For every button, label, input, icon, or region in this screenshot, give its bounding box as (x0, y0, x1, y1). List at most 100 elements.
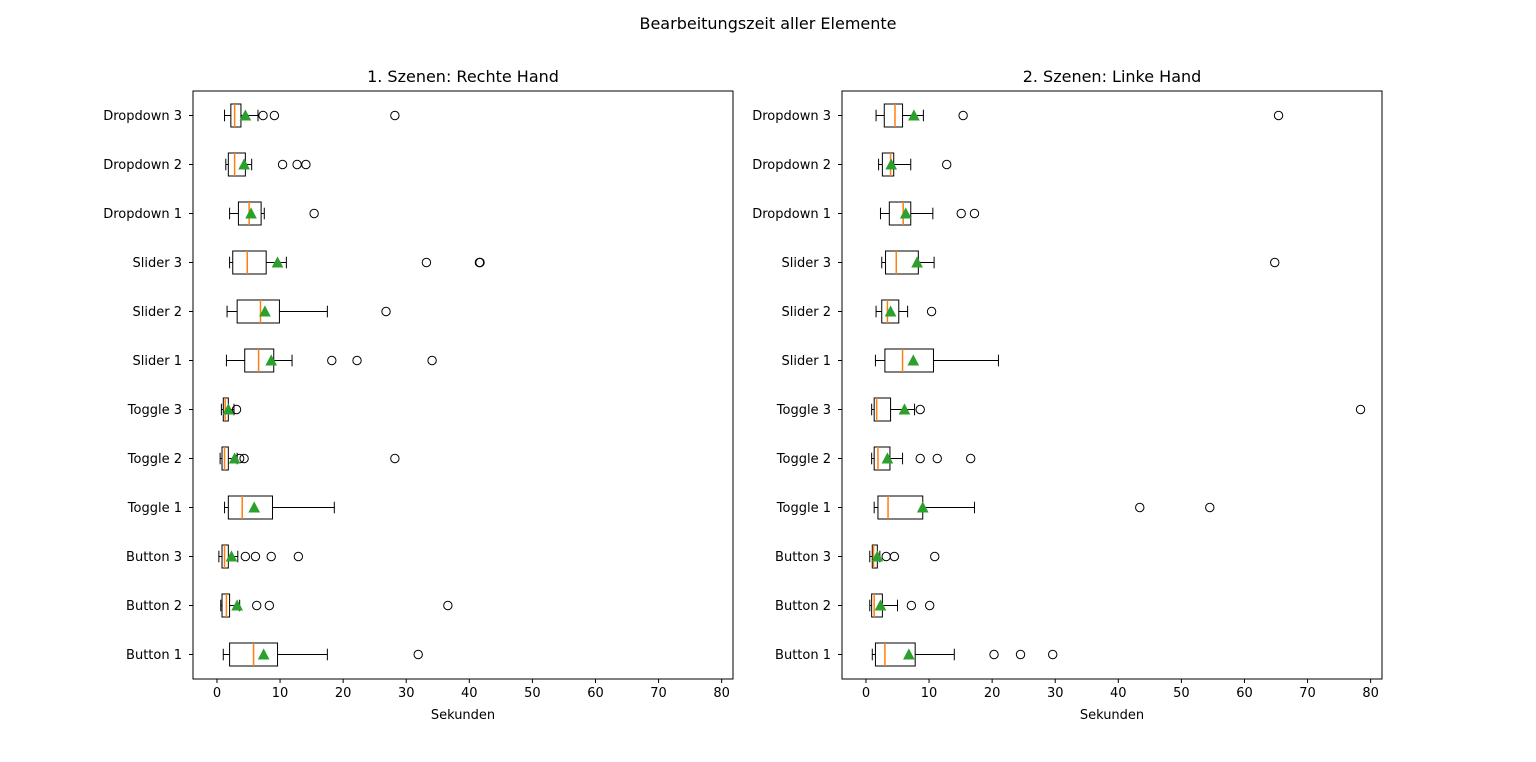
outlier-point (301, 159, 311, 170)
outlier-point (231, 404, 242, 415)
y-tick-label-dropdown-2: Dropdown 2 (752, 158, 831, 173)
y-tick-label-dropdown-3: Dropdown 3 (103, 109, 182, 124)
outlier-point (1135, 502, 1145, 513)
outlier-point (309, 208, 319, 219)
outlier-point (264, 600, 275, 611)
boxplot-toggle-3 (871, 397, 1366, 422)
mean-marker (874, 599, 887, 611)
x-tick-label: 0 (213, 686, 221, 701)
outlier-point (958, 110, 968, 121)
mean-marker (911, 256, 923, 268)
outlier-point (965, 453, 976, 464)
boxplot-toggle-2 (219, 446, 400, 471)
boxplot-dropdown-3 (875, 103, 1284, 128)
boxplot-dropdown-3 (224, 103, 400, 128)
x-tick-label: 80 (713, 686, 730, 701)
x-tick-label: 20 (984, 686, 1001, 701)
y-tick-label-dropdown-2: Dropdown 2 (103, 158, 182, 173)
x-tick-label: 50 (1173, 686, 1190, 701)
y-tick-label-slider-2: Slider 2 (133, 305, 182, 320)
mean-marker (265, 354, 278, 366)
box-iqr (881, 299, 900, 324)
outlier-point (932, 453, 942, 464)
boxplot-dropdown-1 (229, 201, 319, 226)
box-iqr (232, 250, 267, 275)
x-axis-label: Sekunden (1080, 708, 1144, 723)
y-tick-label-dropdown-3: Dropdown 3 (752, 109, 831, 124)
boxplot-toggle-1 (873, 495, 1215, 520)
x-tick-label: 30 (1047, 686, 1064, 701)
outlier-point (930, 551, 940, 562)
y-tick-label-slider-3: Slider 3 (782, 256, 831, 271)
y-tick-label-toggle-1: Toggle 1 (127, 501, 182, 516)
outlier-point (989, 649, 999, 660)
boxplot-slider-3 (229, 250, 485, 275)
outlier-point (293, 551, 304, 562)
outlier-point (956, 208, 966, 219)
y-tick-label-toggle-3: Toggle 3 (127, 403, 182, 418)
outlier-point (252, 600, 262, 611)
y-tick-label-button-2: Button 2 (775, 599, 831, 614)
boxplot-toggle-3 (220, 397, 242, 422)
mean-marker (903, 648, 915, 660)
chart-title: 1. Szenen: Rechte Hand (367, 67, 559, 86)
boxplot-toggle-2 (871, 446, 976, 471)
outlier-point (889, 551, 900, 562)
box-iqr (227, 495, 273, 520)
x-tick-label: 40 (1110, 686, 1127, 701)
outlier-point (924, 600, 935, 611)
mean-marker (245, 207, 257, 219)
mean-marker (259, 305, 271, 317)
boxplot-button-2 (869, 593, 935, 618)
y-tick-label-button-3: Button 3 (775, 550, 831, 565)
axes-frame (841, 90, 1383, 680)
outlier-point (926, 306, 937, 317)
box-iqr (888, 201, 912, 226)
outlier-point (266, 551, 276, 562)
boxplot-button-1 (222, 642, 423, 667)
mean-marker (248, 501, 261, 513)
boxplot-button-3 (218, 544, 304, 569)
boxplot-slider-2 (226, 299, 391, 324)
outlier-point (1355, 404, 1366, 415)
y-tick-label-button-3: Button 3 (126, 550, 182, 565)
x-tick-label: 40 (461, 686, 478, 701)
y-tick-label-button-1: Button 1 (126, 648, 182, 663)
outlier-point (269, 110, 280, 121)
boxplot-slider-1 (874, 348, 999, 373)
boxplot-button-3 (869, 544, 940, 569)
outlier-point (915, 453, 925, 464)
outlier-point (277, 159, 288, 170)
panel-right: 2. Szenen: Linke Hand 0 10 20 30 40 50 60 70 80 Se… (752, 67, 1383, 723)
mean-marker (884, 305, 897, 317)
outlier-point (427, 355, 437, 366)
mean-marker (222, 403, 235, 415)
outlier-point (390, 453, 400, 464)
outlier-point (969, 208, 980, 219)
outlier-point (327, 355, 337, 366)
box-iqr (874, 642, 916, 667)
outlier-point (915, 404, 925, 415)
outlier-point (942, 159, 952, 170)
outlier-point (1270, 257, 1280, 268)
chart-title: 2. Szenen: Linke Hand (1023, 67, 1202, 86)
mean-marker (885, 158, 898, 170)
boxplot-dropdown-2 (878, 152, 952, 177)
mean-marker (271, 256, 284, 268)
outlier-point (258, 110, 268, 121)
mean-marker (908, 109, 920, 121)
boxplot-toggle-1 (224, 495, 335, 520)
outlier-point (421, 257, 432, 268)
box-iqr (884, 348, 934, 373)
outlier-point (390, 110, 400, 121)
boxplot-slider-3 (881, 250, 1280, 275)
panel-left: 1. Szenen: Rechte Hand 0 10 20 30 40 50 60 70 80 S… (103, 67, 734, 723)
outlier-point (1015, 649, 1026, 660)
y-tick-label-slider-2: Slider 2 (782, 305, 831, 320)
y-tick-label-dropdown-1: Dropdown 1 (752, 207, 831, 222)
x-tick-label: 50 (524, 686, 541, 701)
box-iqr (230, 103, 242, 128)
outlier-point (1273, 110, 1284, 121)
y-tick-label-slider-1: Slider 1 (133, 354, 182, 369)
